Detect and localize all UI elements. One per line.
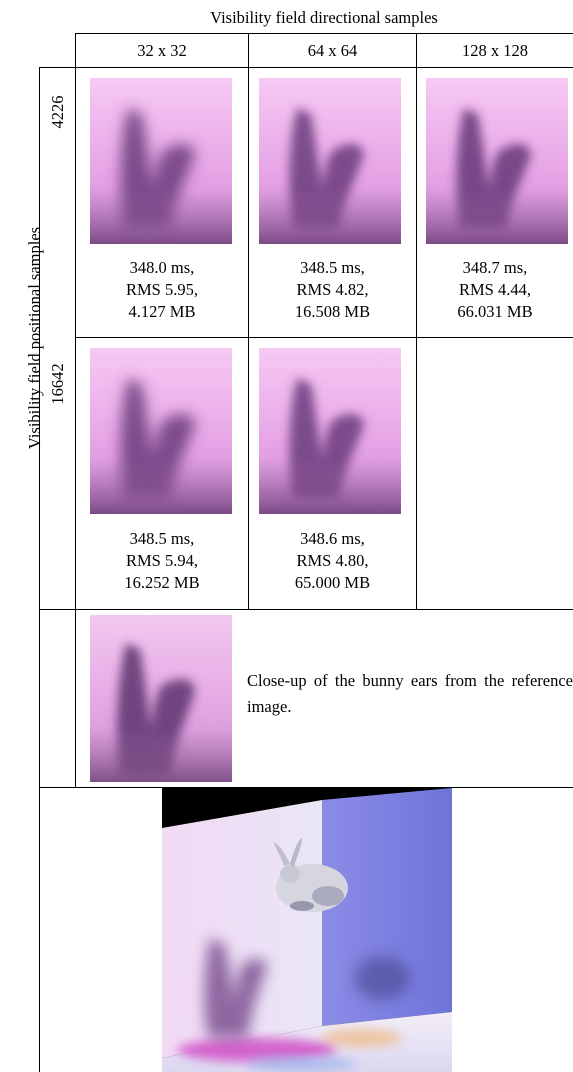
bunny-model [274, 838, 348, 912]
stat-time: 348.5 ms, [129, 529, 195, 548]
stat-time: 348.0 ms, [129, 258, 195, 277]
render-thumbnail [426, 78, 568, 244]
grid-line-col1-sep [248, 33, 249, 609]
stats-4226-64: 348.5 ms, RMS 4.82, 16.508 MB [249, 257, 416, 323]
render-thumbnail [90, 78, 232, 244]
stat-rms: RMS 4.80, [296, 551, 369, 570]
column-header-128: 128 x 128 [462, 41, 528, 60]
column-header-32: 32 x 32 [137, 41, 187, 60]
stats-4226-128: 348.7 ms, RMS 4.44, 66.031 MB [417, 257, 573, 323]
stat-time: 348.5 ms, [300, 258, 365, 277]
stats-4226-32: 348.0 ms, RMS 5.95, 4.127 MB [76, 257, 248, 323]
stat-size: 4.127 MB [128, 302, 196, 321]
column-axis-title: Visibility field directional samples [210, 8, 438, 27]
grid-line-reference-bottom [39, 787, 573, 788]
stat-size: 65.000 MB [294, 573, 371, 592]
grid-line-row1-bottom [75, 337, 573, 338]
render-thumbnail [90, 348, 232, 514]
grid-line-row2-bottom [39, 609, 573, 610]
grid-line-header-bottom [39, 67, 573, 68]
row-axis-title: Visibility field positional samples [25, 226, 44, 450]
stat-rms: RMS 5.94, [126, 551, 198, 570]
reference-caption: Close-up of the bunny ears from the refe… [247, 671, 573, 716]
row-label-4226: 4226 [48, 95, 67, 129]
stat-time: 348.6 ms, [300, 529, 365, 548]
stats-16642-64: 348.6 ms, RMS 4.80, 65.000 MB [249, 528, 416, 594]
column-header-64: 64 x 64 [307, 41, 358, 60]
reference-closeup-image [90, 615, 232, 782]
full-scene-render [162, 788, 452, 1072]
grid-line-top [75, 33, 573, 34]
render-thumbnail [259, 78, 401, 244]
stat-rms: RMS 4.82, [296, 280, 369, 299]
grid-line-left-outer [39, 67, 40, 1072]
stat-size: 66.031 MB [457, 302, 533, 321]
grid-line-col2-sep [416, 33, 417, 609]
stat-rms: RMS 4.44, [459, 280, 531, 299]
stat-size: 16.508 MB [294, 302, 371, 321]
stat-size: 16.252 MB [124, 573, 200, 592]
row-label-16642: 16642 [48, 363, 67, 405]
stats-16642-32: 348.5 ms, RMS 5.94, 16.252 MB [76, 528, 248, 594]
render-thumbnail [259, 348, 401, 514]
stat-rms: RMS 5.95, [126, 280, 198, 299]
grid-line-row-label-sep [75, 33, 76, 787]
stat-time: 348.7 ms, [462, 258, 528, 277]
